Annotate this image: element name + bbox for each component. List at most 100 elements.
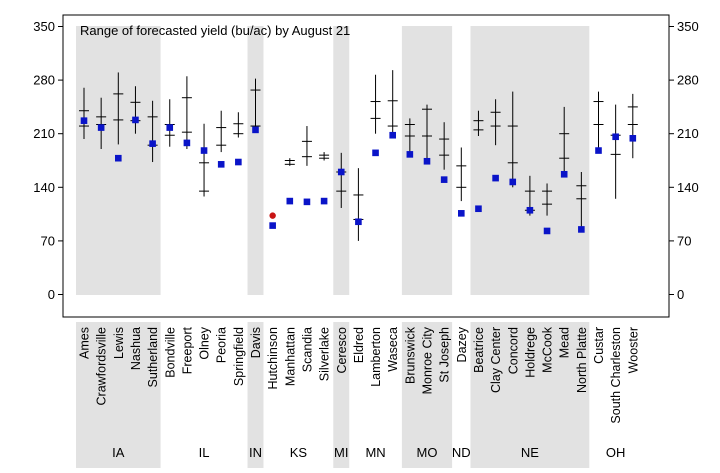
yield-marker xyxy=(97,124,105,131)
yield-marker xyxy=(217,161,225,168)
yield-marker xyxy=(509,178,517,186)
yield-marker xyxy=(269,222,276,229)
site-label: Davis xyxy=(249,327,263,358)
yield-marker xyxy=(440,176,448,183)
site-label: Manhattan xyxy=(283,327,297,386)
y-tick-label-right: 210 xyxy=(677,126,699,141)
site-label: Scandia xyxy=(300,327,314,372)
yield-marker xyxy=(320,197,328,205)
yield-marker xyxy=(166,124,174,131)
state-label: NE xyxy=(521,445,539,460)
site-label: Waseca xyxy=(386,327,400,372)
site-label: Sutherland xyxy=(146,327,160,388)
yield-marker xyxy=(355,218,362,226)
site-label: McCook xyxy=(541,326,555,373)
state-band-label xyxy=(470,322,590,468)
y-tick-label-left: 0 xyxy=(48,287,55,302)
y-tick-label-right: 140 xyxy=(677,180,699,195)
yield-marker xyxy=(543,227,551,235)
yield-marker xyxy=(595,147,602,154)
state-label: MI xyxy=(334,445,348,460)
state-labels: IA IL IN KS MI MN MO ND NE OH xyxy=(112,445,625,460)
state-label: IL xyxy=(199,445,210,460)
yield-marker xyxy=(80,117,88,124)
y-tick-label-right: 0 xyxy=(677,287,684,302)
yield-marker xyxy=(526,206,534,214)
site-label: Nashua xyxy=(129,327,143,370)
site-label: Crawfordsville xyxy=(95,327,109,406)
site-label: Olney xyxy=(198,326,212,359)
yield-marker xyxy=(629,134,637,142)
yield-marker xyxy=(235,158,242,166)
left-axis: 0 70 140 210 280 350 xyxy=(33,19,63,302)
site-label: Brunswick xyxy=(403,326,417,384)
yield-marker xyxy=(115,154,122,162)
yield-marker xyxy=(372,149,379,157)
site-label: Beatrice xyxy=(472,327,486,373)
site-label: Concord xyxy=(506,327,520,374)
y-tick-label-left: 140 xyxy=(33,180,55,195)
state-band-label xyxy=(247,322,264,468)
site-label: Silverlake xyxy=(318,327,332,381)
y-tick-label-right: 280 xyxy=(677,73,699,88)
site-label: Lamberton xyxy=(369,327,383,387)
yield-marker xyxy=(149,140,156,147)
yield-marker xyxy=(492,174,499,182)
site-label: Freeport xyxy=(180,326,194,374)
plot-frame xyxy=(62,14,670,318)
site-label: Eldred xyxy=(352,327,366,363)
state-bands xyxy=(76,26,590,468)
yield-marker xyxy=(252,126,259,134)
chart-title: Range of forecasted yield (bu/ac) by Aug… xyxy=(80,23,350,38)
yield-marker xyxy=(458,210,465,217)
site-label: Monroe City xyxy=(421,326,435,394)
site-label: St Joseph xyxy=(438,327,452,383)
state-band-plot xyxy=(247,26,264,295)
state-band-plot xyxy=(470,26,590,295)
state-band-label xyxy=(333,322,350,468)
site-label: Peoria xyxy=(215,327,229,363)
state-band-label xyxy=(76,322,161,468)
site-label: Clay Center xyxy=(489,327,503,393)
state-label: MO xyxy=(417,445,438,460)
site-label: Holdrege xyxy=(523,327,537,378)
y-tick-label-left: 280 xyxy=(33,73,55,88)
state-label: IA xyxy=(112,445,125,460)
state-label: OH xyxy=(606,445,626,460)
state-label: MN xyxy=(365,445,385,460)
site-label: Bondville xyxy=(163,327,177,378)
site-label: Ceresco xyxy=(335,327,349,374)
right-axis: 0 70 140 210 280 350 xyxy=(669,19,699,302)
site-label: Custar xyxy=(592,327,606,364)
site-ranges xyxy=(79,70,638,241)
y-tick-label-left: 210 xyxy=(33,126,55,141)
yield-marker xyxy=(612,133,619,141)
yield-marker xyxy=(423,157,431,165)
site-label: Wooster xyxy=(626,327,640,373)
yield-marker xyxy=(578,226,585,233)
site-label: Mead xyxy=(558,327,572,358)
site-label: Hutchinson xyxy=(266,327,280,390)
state-label: IN xyxy=(249,445,262,460)
yield-marker xyxy=(406,151,414,158)
site-label: South Charleston xyxy=(609,327,623,424)
y-tick-label-right: 70 xyxy=(677,233,691,248)
yield-marker xyxy=(303,198,311,206)
yield-marker xyxy=(286,197,294,205)
site-label: North Platte xyxy=(575,327,589,393)
site-label: Springfield xyxy=(232,327,246,386)
site-label: Ames xyxy=(78,327,92,359)
yield-marker xyxy=(200,147,208,154)
yield-marker xyxy=(132,116,139,124)
yield-marker xyxy=(183,139,191,147)
state-band-label xyxy=(401,322,453,468)
yield-marker xyxy=(337,168,345,176)
state-label: ND xyxy=(452,445,471,460)
state-label: KS xyxy=(290,445,308,460)
yield-marker xyxy=(560,170,568,178)
y-tick-label-right: 350 xyxy=(677,19,699,34)
y-tick-label-left: 70 xyxy=(41,233,55,248)
yield-marker xyxy=(389,131,396,139)
site-label: Dazey xyxy=(455,326,469,362)
